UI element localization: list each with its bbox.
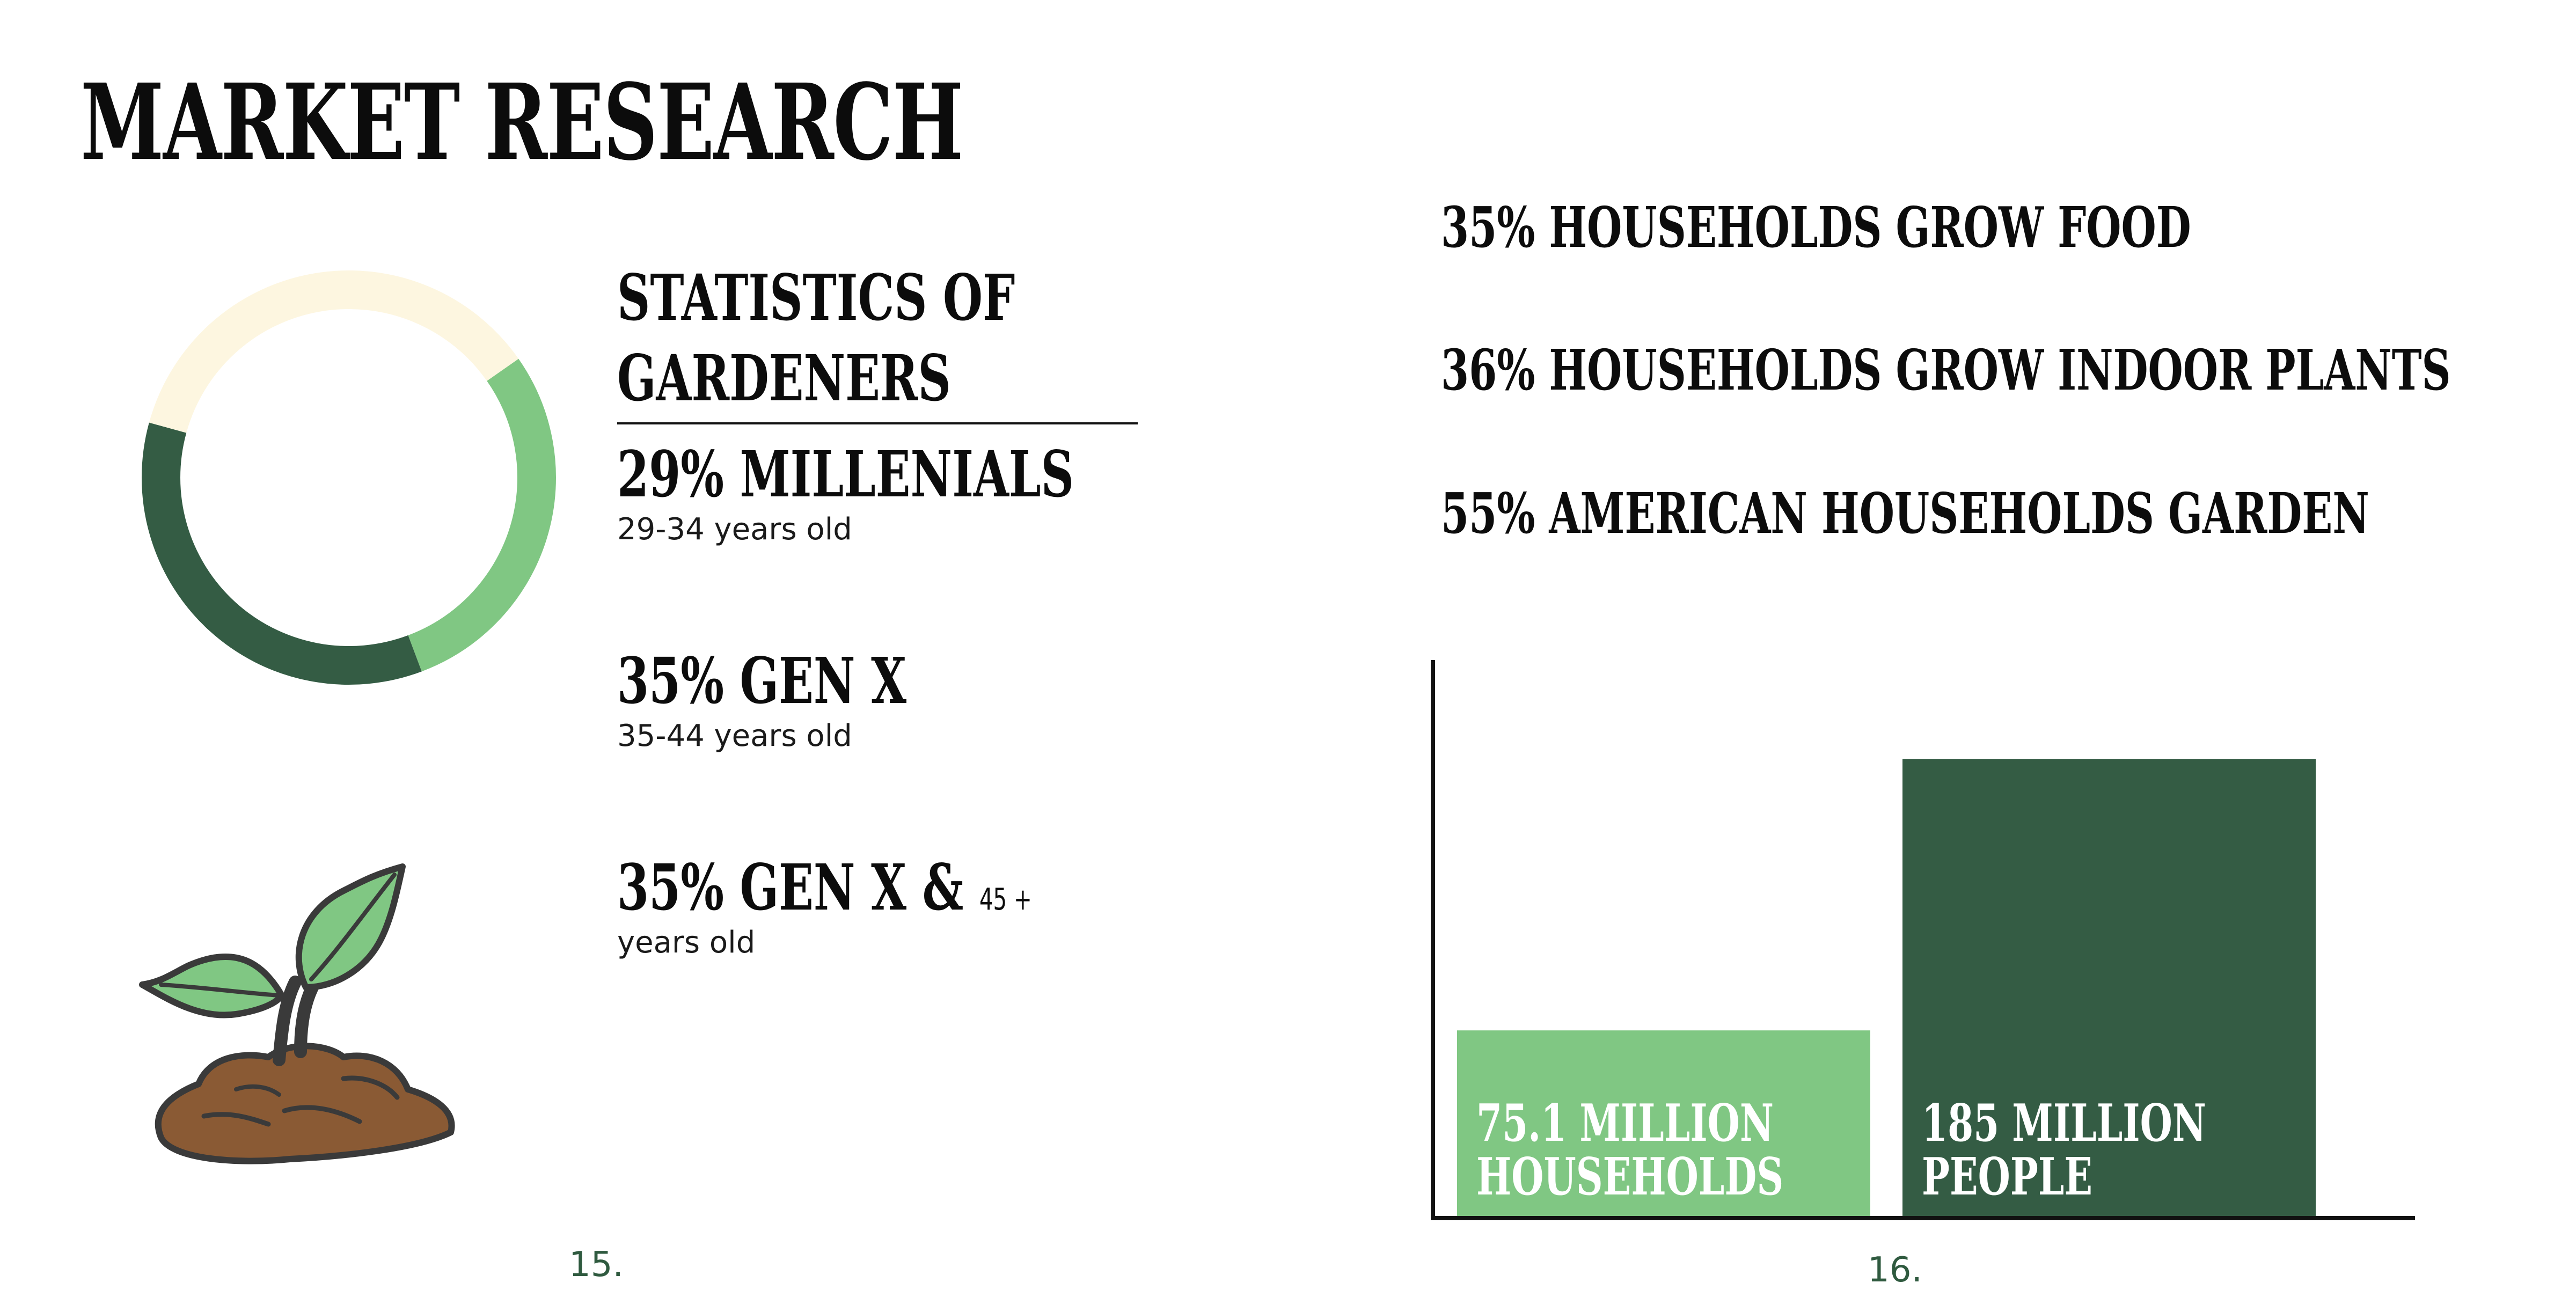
- stat-headline: 35% GEN X & 45 +: [617, 850, 1032, 925]
- stat-subtitle: years old: [617, 925, 756, 960]
- bar-label-1-line-0: 185 MILLION: [1922, 1092, 2206, 1153]
- stat-gen-x: 35% GEN X 35-44 years old: [617, 649, 1019, 751]
- sprout-illustration: [139, 863, 455, 1164]
- stat-gen-x-45: 35% GEN X & 45 + years old: [617, 856, 1193, 958]
- donut-segment-2: [149, 270, 519, 433]
- donut-segment-1: [142, 422, 422, 685]
- fact-grow-food: 35% HOUSEHOLDS GROW FOOD: [1441, 194, 2191, 260]
- bar-1: [1902, 759, 2316, 1216]
- page-title: MARKET RESEARCH: [80, 61, 963, 184]
- bar-0: [1457, 1030, 1870, 1216]
- bar-label-0-line-0: 75.1 MILLION: [1476, 1092, 1774, 1153]
- stat-inline-age: 45 +: [979, 882, 1032, 917]
- bar-label-0-line-1: HOUSEHOLDS: [1476, 1146, 1783, 1207]
- donut-segment-0: [408, 358, 556, 672]
- page-number-right: 16.: [1868, 1250, 1922, 1290]
- fact-indoor-plants: 36% HOUSEHOLDS GROW INDOOR PLANTS: [1441, 337, 2451, 403]
- stat-subtitle: 35-44 years old: [617, 719, 852, 753]
- statistics-heading-line1: STATISTICS OF: [617, 260, 1015, 335]
- statistics-heading: STATISTICS OF GARDENERS: [617, 258, 1015, 419]
- statistics-divider: [617, 422, 1138, 424]
- page-number-left: 15.: [569, 1245, 624, 1285]
- generation-donut-chart: [142, 270, 556, 685]
- statistics-heading-line2: GARDENERS: [617, 341, 951, 415]
- bar-label-1-line-1: PEOPLE: [1922, 1146, 2092, 1207]
- stat-headline: 29% MILLENIALS: [617, 437, 1074, 511]
- stat-millenials: 29% MILLENIALS 29-34 years old: [617, 443, 1252, 545]
- stat-subtitle: 29-34 years old: [617, 512, 852, 547]
- fact-american-gardens: 55% AMERICAN HOUSEHOLDS GARDEN: [1441, 480, 2369, 546]
- stat-headline: 35% GEN X: [617, 643, 907, 718]
